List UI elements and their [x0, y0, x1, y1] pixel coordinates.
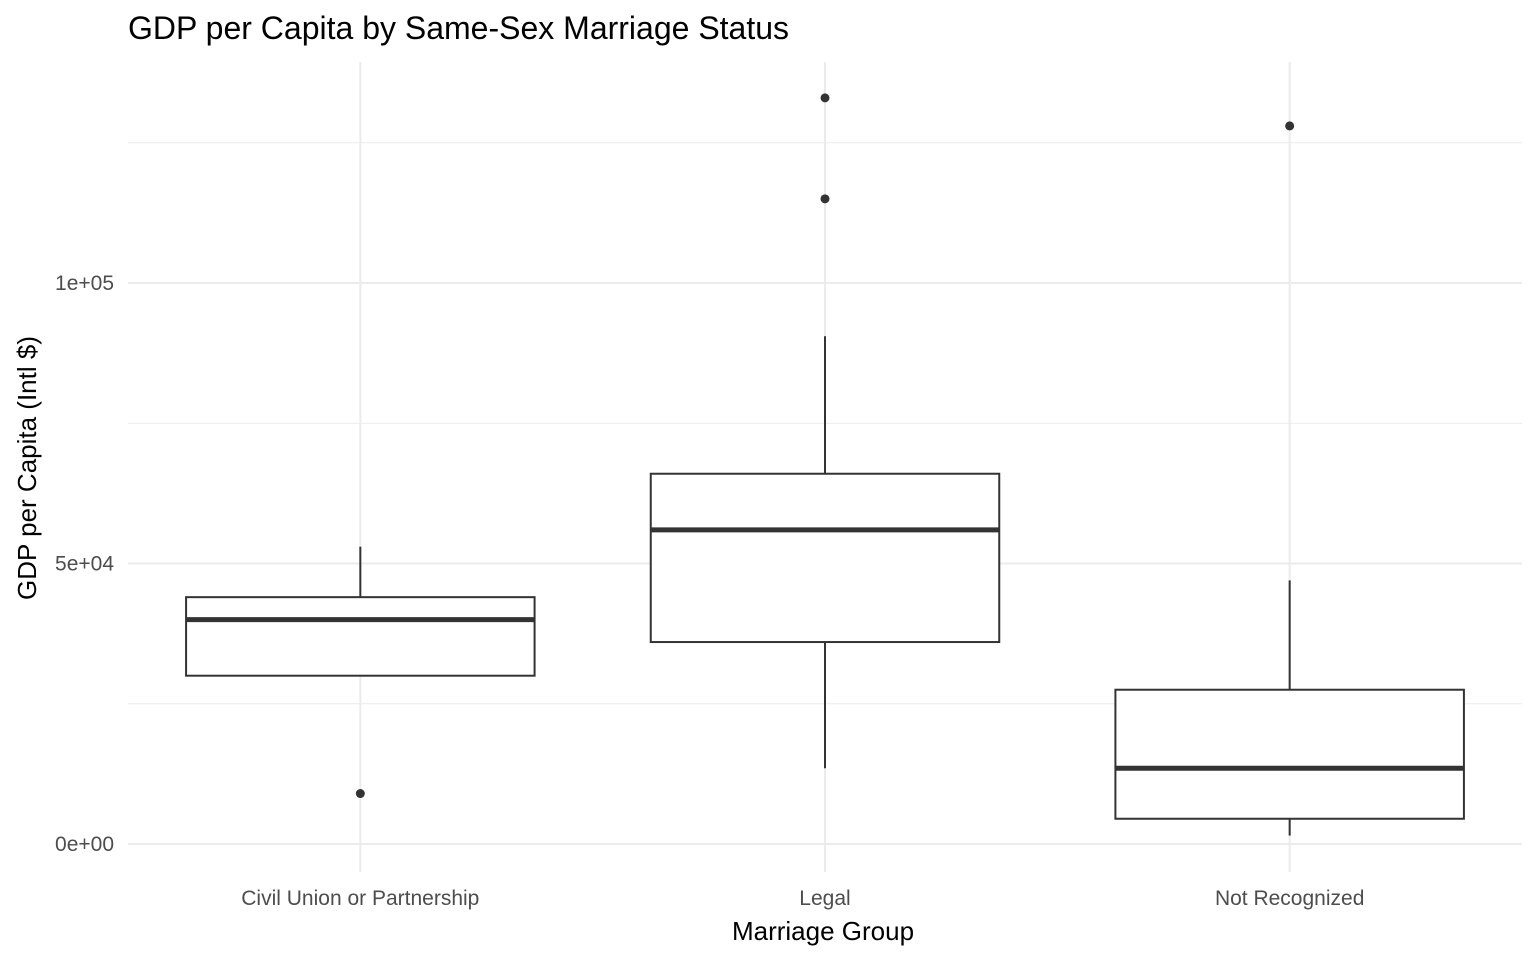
x-axis-ticks: Civil Union or Partnership Legal Not Recog… [241, 887, 1364, 910]
y-axis-ticks: 0e+00 5e+04 1e+05 [55, 272, 114, 856]
box-iqr [649, 472, 1001, 644]
outlier-point [355, 789, 365, 799]
outlier-point [820, 93, 830, 103]
chart-title: GDP per Capita by Same-Sex Marriage Stat… [128, 10, 790, 46]
outlier-point [1285, 121, 1295, 131]
y-tick-label: 0e+00 [55, 833, 114, 856]
x-tick-label: Not Recognized [1215, 887, 1364, 910]
boxes [185, 93, 1465, 836]
box-iqr [1114, 688, 1465, 820]
x-tick-label: Legal [799, 887, 850, 910]
y-tick-label: 5e+04 [55, 553, 114, 576]
outlier-point [820, 194, 830, 204]
box-group [1114, 121, 1465, 836]
x-axis-title: Marriage Group [732, 916, 914, 946]
x-tick-label: Civil Union or Partnership [241, 887, 479, 910]
y-tick-label: 1e+05 [55, 272, 114, 295]
box-iqr [185, 596, 536, 677]
box-group [185, 546, 536, 799]
box-group [649, 93, 1001, 769]
y-axis-title: GDP per Capita (Intl $) [12, 336, 42, 600]
